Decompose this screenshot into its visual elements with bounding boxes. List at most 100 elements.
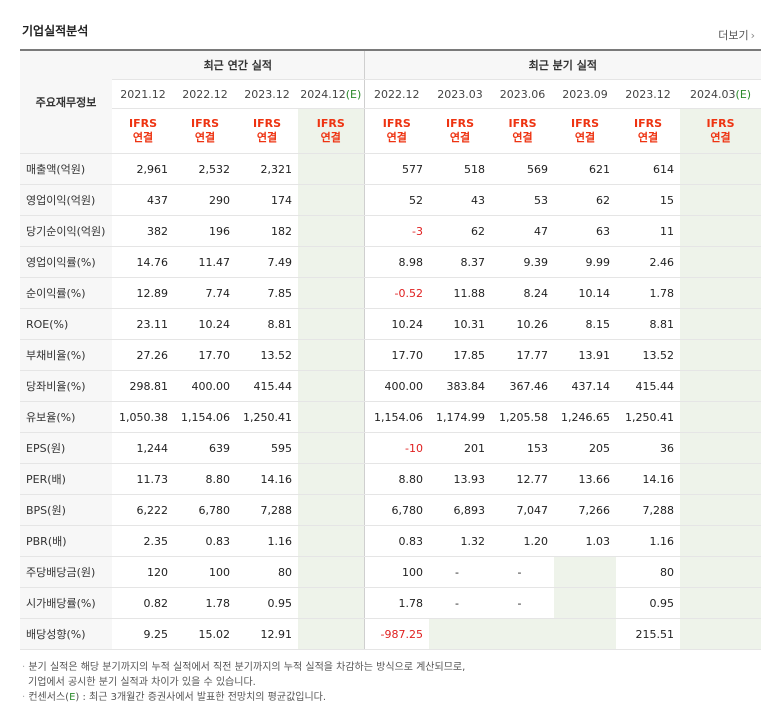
value-cell xyxy=(298,246,365,278)
period-header: 2022.12 xyxy=(174,79,236,109)
row-label: 당좌비율(%) xyxy=(20,370,112,402)
value-cell: 367.46 xyxy=(491,370,555,402)
value-cell: - xyxy=(491,587,555,619)
value-cell: 1,244 xyxy=(112,432,174,464)
section-title: 기업실적분석 xyxy=(22,24,89,38)
table-row: 당좌비율(%) 298.81 400.00 415.44 400.00 383.84 367… xyxy=(20,370,762,402)
value-cell: 569 xyxy=(491,153,555,185)
value-cell: 11.88 xyxy=(429,277,492,309)
value-cell xyxy=(680,308,762,340)
value-cell: 1.32 xyxy=(429,525,492,557)
value-cell: 13.93 xyxy=(429,463,492,495)
value-cell: 577 xyxy=(363,153,430,185)
value-cell: 13.52 xyxy=(616,339,681,371)
value-cell: 2,321 xyxy=(236,153,298,185)
value-cell: 382 xyxy=(112,215,174,247)
value-cell: 10.26 xyxy=(491,308,555,340)
value-cell: 153 xyxy=(491,432,555,464)
row-label: 부채비율(%) xyxy=(20,339,112,371)
value-cell xyxy=(298,525,365,557)
value-cell: 8.81 xyxy=(616,308,681,340)
value-cell: 7,047 xyxy=(491,494,555,526)
value-cell: 1.78 xyxy=(363,587,430,619)
value-cell: 11 xyxy=(616,215,681,247)
value-cell: 1,250.41 xyxy=(236,401,298,433)
ifrs-row: IFRS 연결 IFRS 연결 IFRS 연결 IFRS 연결 IFRS 연결 IFRS 연결 IFRS… xyxy=(20,108,762,154)
value-cell xyxy=(298,556,365,588)
value-cell: 639 xyxy=(174,432,236,464)
value-cell: 14.76 xyxy=(112,246,174,278)
value-cell xyxy=(680,401,762,433)
more-label[interactable]: 더보기 xyxy=(718,29,749,42)
value-cell: 8.98 xyxy=(363,246,430,278)
value-cell xyxy=(680,277,762,309)
value-cell xyxy=(429,618,492,650)
period-header: 2024.12(E) xyxy=(298,79,365,109)
value-cell: 614 xyxy=(616,153,681,185)
value-cell: 621 xyxy=(554,153,617,185)
period-header: 2021.12 xyxy=(112,79,174,109)
value-cell: 595 xyxy=(236,432,298,464)
value-cell xyxy=(680,494,762,526)
chevron-right-icon: › xyxy=(750,29,755,42)
value-cell: 8.80 xyxy=(363,463,430,495)
value-cell: 62 xyxy=(554,184,617,216)
value-cell: 174 xyxy=(236,184,298,216)
period-header: 2023.12 xyxy=(616,79,681,109)
period-header: 2023.12 xyxy=(236,79,298,109)
value-cell: 8.24 xyxy=(491,277,555,309)
value-cell: 205 xyxy=(554,432,617,464)
value-cell: 437 xyxy=(112,184,174,216)
value-cell: 1,250.41 xyxy=(616,401,681,433)
value-cell: 23.11 xyxy=(112,308,174,340)
value-cell: 10.31 xyxy=(429,308,492,340)
value-cell: 100 xyxy=(363,556,430,588)
value-cell: 1,205.58 xyxy=(491,401,555,433)
value-cell: 17.70 xyxy=(363,339,430,371)
value-cell: 1,050.38 xyxy=(112,401,174,433)
value-cell: 415.44 xyxy=(236,370,298,402)
row-label: 당기순이익(억원) xyxy=(20,215,112,247)
value-cell: 80 xyxy=(236,556,298,588)
table-row: 부채비율(%) 27.26 17.70 13.52 17.70 17.85 17.77 13.… xyxy=(20,339,762,371)
value-cell: 10.24 xyxy=(363,308,430,340)
table-row: 주당배당금(원) 120 100 80 100- -80 xyxy=(20,556,762,588)
value-cell: 383.84 xyxy=(429,370,492,402)
value-cell: 52 xyxy=(363,184,430,216)
value-cell: 518 xyxy=(429,153,492,185)
ifrs-label: IFRS 연결 xyxy=(429,108,492,154)
table-row: 순이익률(%) 12.89 7.74 7.85 -0.52 11.88 8.24 10.14 1… xyxy=(20,277,762,309)
value-cell: 15 xyxy=(616,184,681,216)
more-link[interactable]: 더보기 › xyxy=(718,27,755,43)
value-cell: 15.02 xyxy=(174,618,236,650)
value-cell: 27.26 xyxy=(112,339,174,371)
row-label: EPS(원) xyxy=(20,432,112,464)
value-cell: 14.16 xyxy=(236,463,298,495)
value-cell xyxy=(298,401,365,433)
value-cell xyxy=(554,556,617,588)
value-cell: 120 xyxy=(112,556,174,588)
value-cell xyxy=(680,587,762,619)
quarterly-header: 최근 분기 실적 xyxy=(363,49,762,80)
value-cell: 100 xyxy=(174,556,236,588)
note-3: · 컨센서스(E) : 최근 3개월간 증권사에서 발표한 전망치의 평균값입니… xyxy=(22,692,327,703)
value-cell xyxy=(680,215,762,247)
value-cell: 2.35 xyxy=(112,525,174,557)
value-cell: 1.20 xyxy=(491,525,555,557)
value-cell: 36 xyxy=(616,432,681,464)
row-label: PER(배) xyxy=(20,463,112,495)
value-cell: 8.37 xyxy=(429,246,492,278)
row-label-header: 주요재무정보 xyxy=(20,49,112,154)
period-header: 2023.03 xyxy=(429,79,492,109)
value-cell: 11.73 xyxy=(112,463,174,495)
note-1: · 분기 실적은 해당 분기까지의 누적 실적에서 직전 분기까지의 누적 실적… xyxy=(22,662,466,673)
value-cell: 9.99 xyxy=(554,246,617,278)
value-cell xyxy=(298,277,365,309)
value-cell xyxy=(680,246,762,278)
value-cell: 47 xyxy=(491,215,555,247)
period-row: 2021.12 2022.12 2023.12 2024.12(E) 2022.12 20… xyxy=(20,79,762,109)
value-cell xyxy=(680,463,762,495)
value-cell: 43 xyxy=(429,184,492,216)
value-cell xyxy=(680,525,762,557)
value-cell xyxy=(680,339,762,371)
